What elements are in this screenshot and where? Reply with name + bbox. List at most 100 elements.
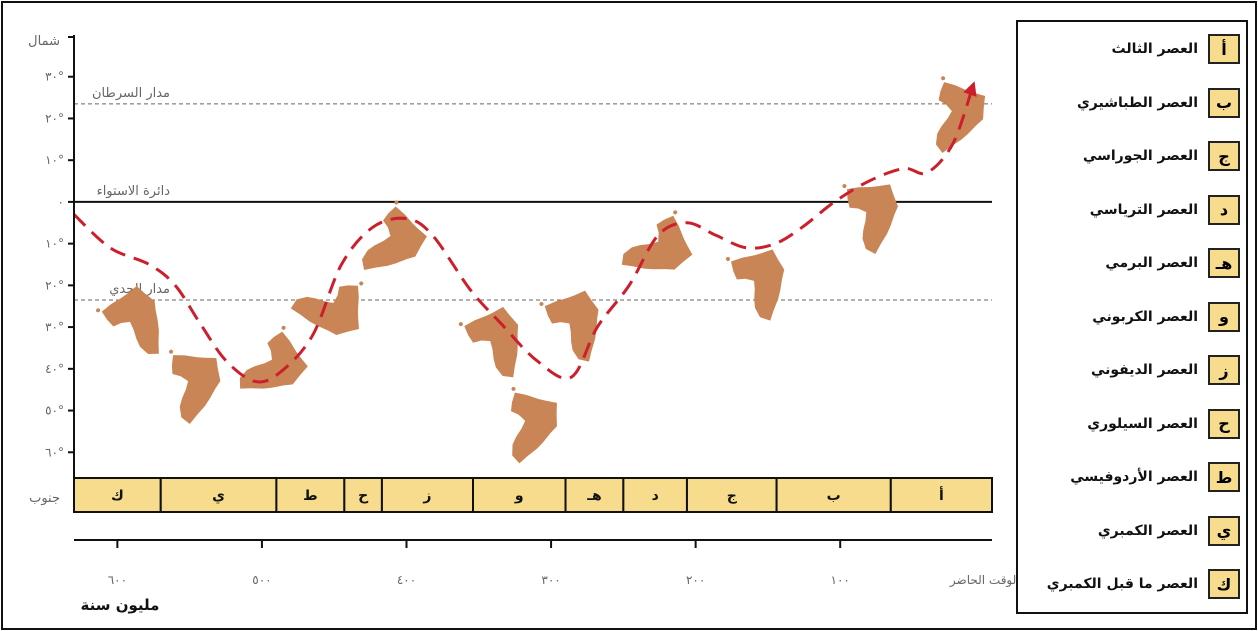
x-tick-label: ٣٠٠ [541,573,560,587]
legend-item: ط العصر الأردوفيسي [1028,460,1240,494]
legend-item: ب العصر الطباشيري [1028,86,1240,120]
reference-line-label: مدار السرطان [92,86,170,101]
y-tick-label: ١٠° [45,153,64,167]
period-key: د [652,488,659,504]
drift-arrowhead [963,81,977,97]
axes: ٣٠° ٢٠° ١٠° ٠ ١٠° ٢٠° ٣٠° ٤٠° ٥٠° ٦٠° ٦٠٠ ٥٠٠ ٤٠٠ ٣٠٠… [45,35,1020,588]
legend-key: ج [1208,141,1240,171]
legend-item: أ العصر الثالث [1028,32,1240,66]
legend-key: ط [1208,462,1240,492]
period-band: ك ي ط ح ز و هـ د ج ب أ [73,477,994,513]
landmass-tip [281,325,286,330]
legend-item: ح العصر السيلوري [1028,407,1240,441]
period-key: ي [212,488,225,505]
x-tick-label: ٦٠٠ [108,573,127,587]
landmass-shape [621,215,693,270]
landmass-tip [394,200,399,205]
landmass-tip [673,210,678,215]
landmass-tip [539,301,544,306]
landmass-shape [846,184,899,255]
legend-key: ح [1208,408,1240,439]
arrowhead-shape [963,81,977,97]
landmass-shape [510,392,557,464]
landmass-tip [511,386,516,391]
period-cell [622,477,688,513]
x-axis-title: مليون سنة [81,596,160,614]
landmass [842,184,899,255]
legend-item: ج العصر الجوراسي [1028,139,1240,173]
legend-item: ي العصر الكمبري [1028,514,1240,548]
legend-label: العصر الأردوفيسي [1070,469,1198,485]
x-tick-label: ٤٠٠ [397,573,416,587]
landmass [539,290,599,362]
period-key: ك [111,488,124,504]
legend-label: العصر الجوراسي [1082,148,1198,164]
legend-label: العصر السيلوري [1087,415,1198,432]
period-key: ط [303,488,318,504]
y-axis-top-label: شمال [28,34,60,49]
legend-key: و [1208,301,1240,332]
landmass-shape [464,306,519,378]
landmass [458,306,519,378]
landmass-shape [935,82,986,153]
x-tick-label: ١٠٠ [831,573,850,587]
landmass-tip [842,184,847,189]
period-key: ز [422,488,431,504]
reference-line-label: دائرة الاستواء [97,184,171,199]
landmasses [96,76,986,464]
period-key: ج [727,488,738,504]
legend-key: أ [1208,34,1240,64]
legend-key: ك [1208,569,1240,599]
era-legend: أ العصر الثالث ب العصر الطباشيري ج العصر الجو… [1016,20,1248,614]
x-tick-label: ٢٠٠ [686,573,705,587]
y-tick-label: ٢٠° [45,111,64,125]
legend-label: العصر الديفوني [1090,362,1198,378]
drift-curve [72,84,975,384]
legend-key: ي [1208,515,1240,546]
y-tick-label: ٣٠° [45,320,64,334]
y-tick-label: ٠ [58,195,64,209]
legend-label: العصر ما قبل الكمبري [1046,576,1198,592]
y-tick-label: ٦٠° [45,445,64,459]
legend-key: د [1208,194,1240,225]
landmass-tip [725,256,730,261]
landmass [725,249,785,321]
landmass [96,286,159,355]
period-key: و [514,488,524,504]
landmass [239,325,308,389]
period-key: ح [358,488,369,504]
landmass-tip [169,349,174,354]
drift-path [72,81,977,384]
landmass [169,349,221,425]
legend-label: العصر الطباشيري [1076,94,1198,111]
landmass-shape [239,331,308,389]
landmass-tip [941,76,946,81]
landmass-shape [171,355,221,425]
legend-item: ك العصر ما قبل الكمبري [1028,567,1240,601]
period-key: أ [939,486,944,504]
period-cell [685,477,778,513]
period-cell [564,477,625,513]
landmass [361,200,427,270]
landmass [935,76,986,153]
y-tick-label: ٤٠° [45,362,64,376]
legend-key: هـ [1208,248,1240,278]
y-tick-label: ٢٠° [45,278,64,292]
landmass-shape [731,249,785,321]
landmass-tip [458,322,463,327]
landmass-tip [96,308,101,313]
landmass-shape [101,286,159,355]
legend-label: العصر الترياسي [1089,201,1198,218]
x-tick-label: الوقت الحاضر [949,573,1020,588]
landmass-tip [359,281,364,286]
landmass [510,386,557,464]
legend-label: العصر البرمي [1105,255,1198,271]
period-key: ب [827,488,841,504]
legend-label: العصر الكمبري [1097,522,1198,539]
period-cell [159,477,278,513]
y-tick-label: ٣٠° [45,70,64,84]
legend-key: ز [1208,355,1240,385]
